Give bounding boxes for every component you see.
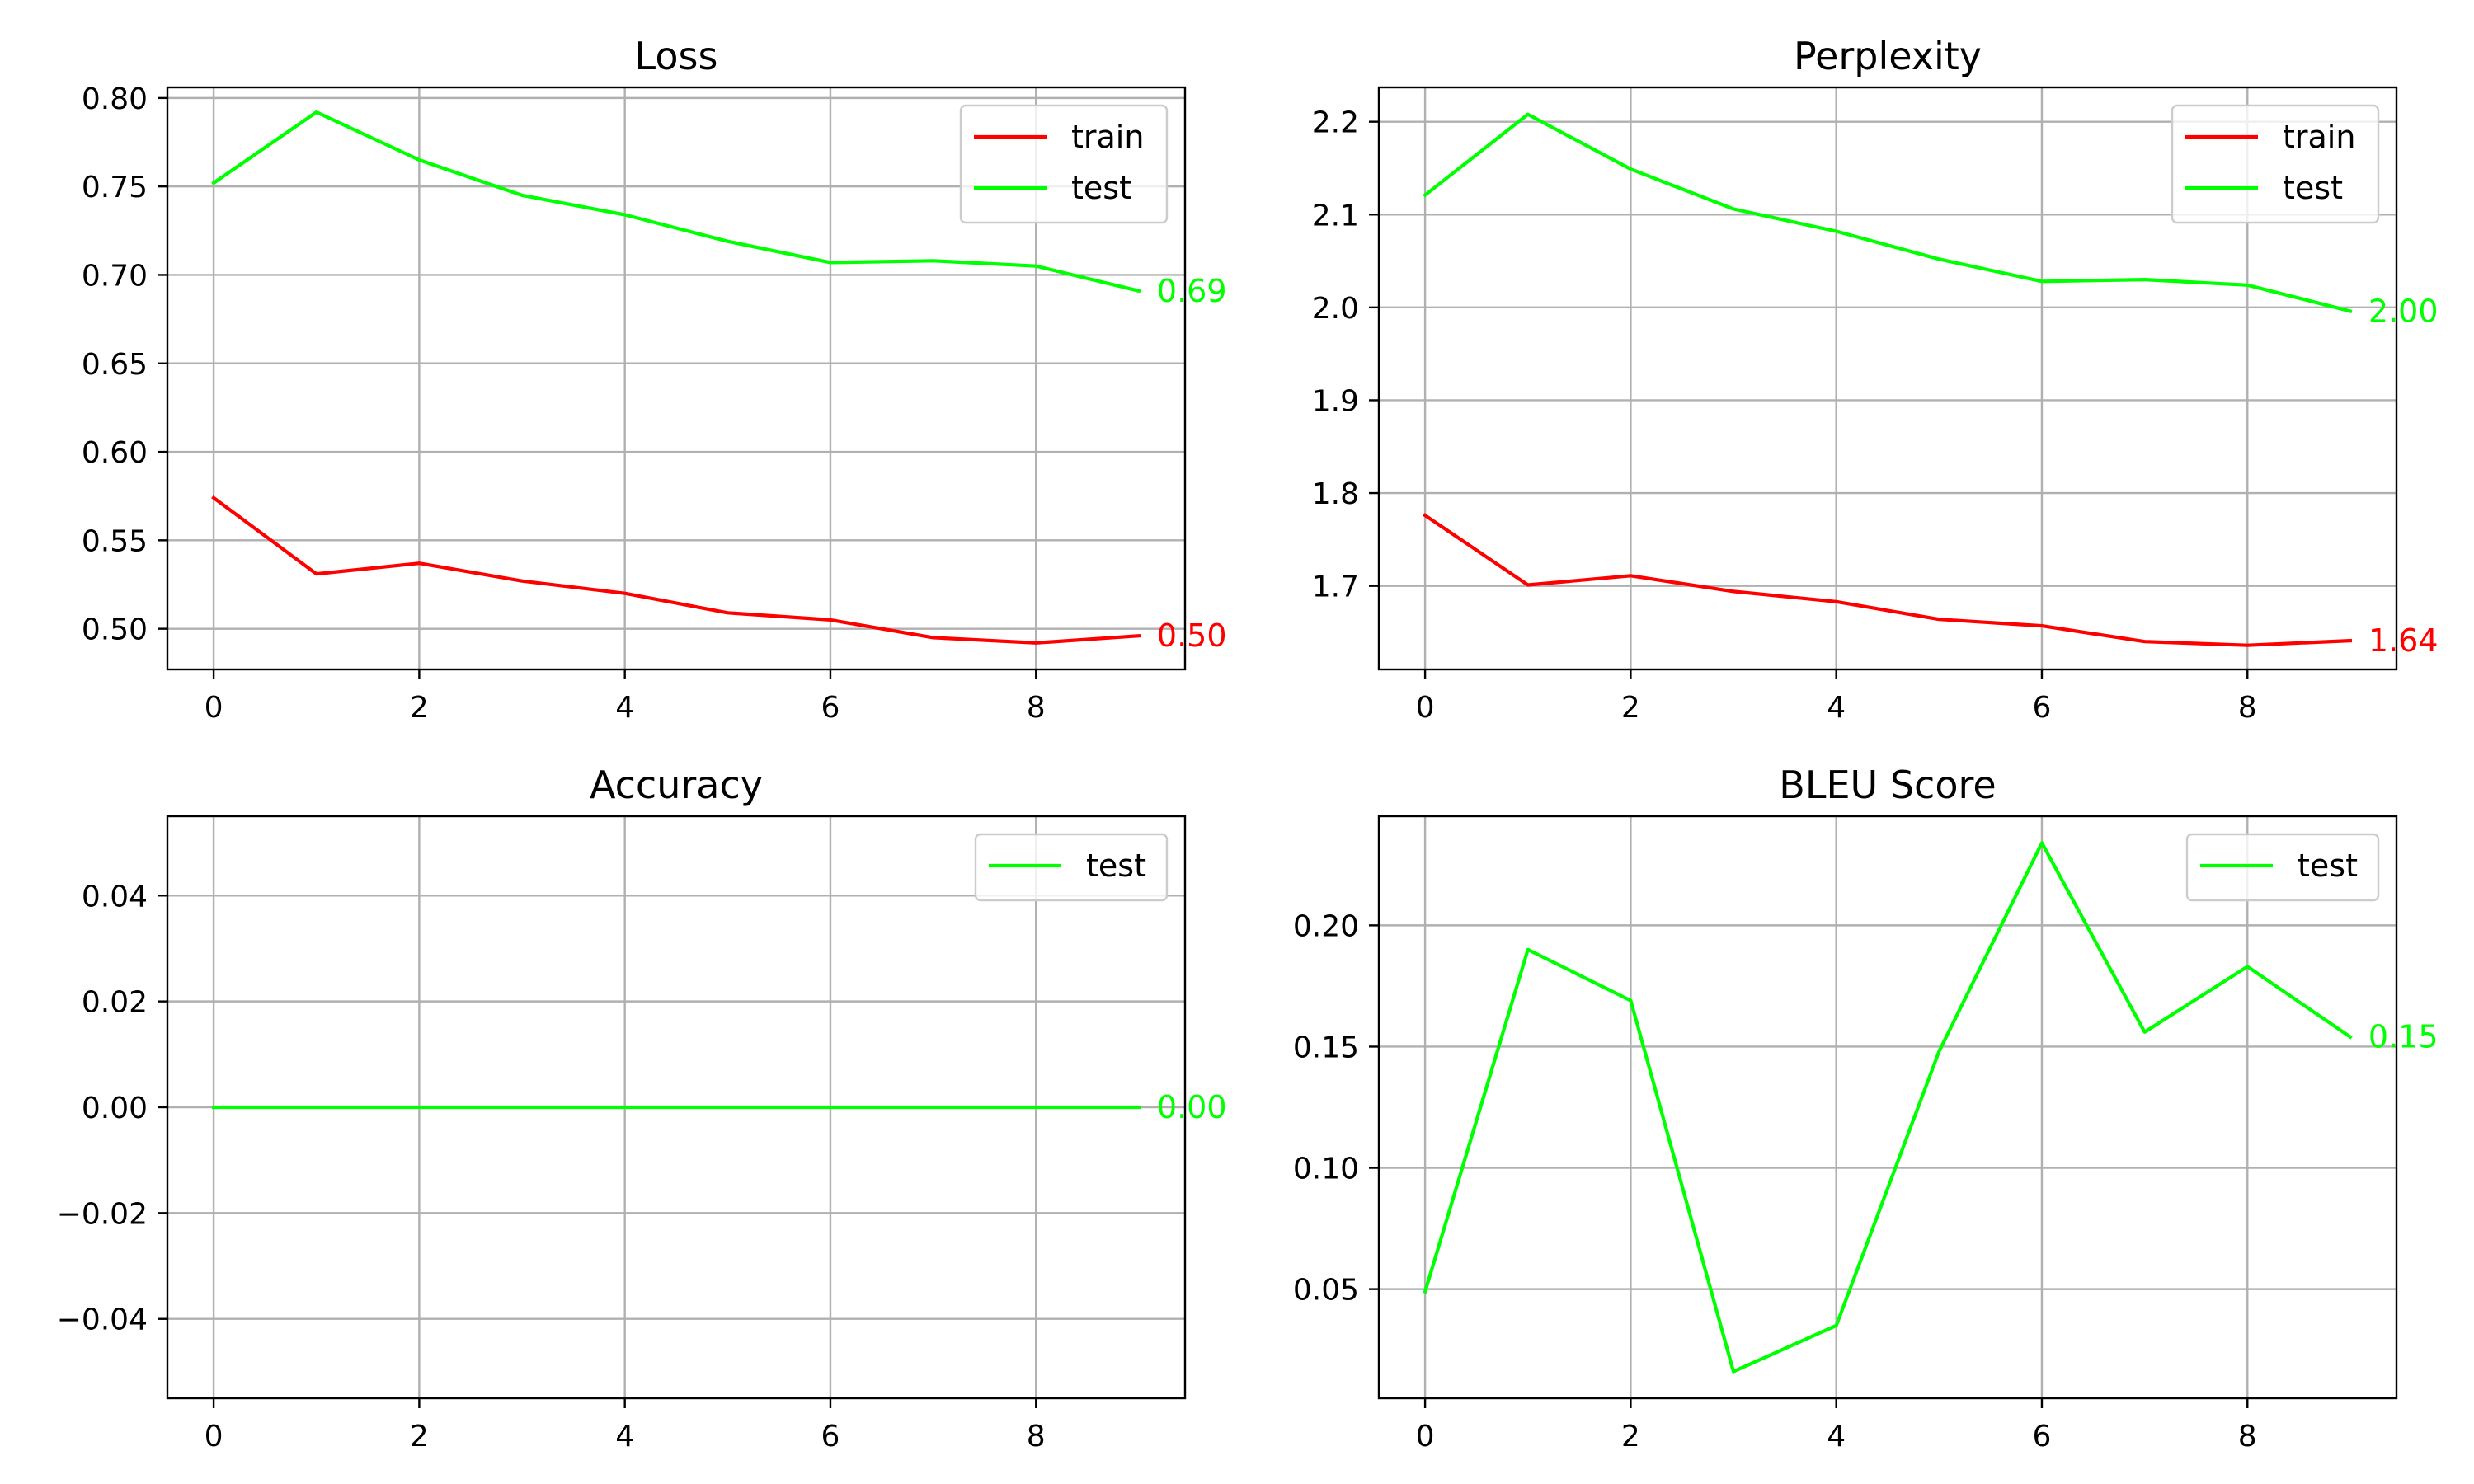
bleu-y-tick-label: 0.05 bbox=[1293, 1274, 1359, 1308]
loss-y-tick-label: 0.50 bbox=[82, 613, 148, 647]
bleu-y-tick-label: 0.20 bbox=[1293, 909, 1359, 943]
bleu-y-tick-label: 0.15 bbox=[1293, 1031, 1359, 1064]
perplexity-legend: train test bbox=[2171, 104, 2380, 224]
accuracy-x-tick-label: 8 bbox=[1027, 1420, 1046, 1453]
bleu-x-tick-label: 8 bbox=[2238, 1420, 2257, 1453]
accuracy-x-tick-label: 2 bbox=[410, 1420, 429, 1453]
perplexity-title: Perplexity bbox=[1794, 34, 1982, 78]
bleu-title: BLEU Score bbox=[1779, 763, 1996, 807]
perplexity-y-tick-label: 1.9 bbox=[1312, 384, 1359, 418]
perplexity-train-line bbox=[1423, 513, 2353, 647]
bleu-legend: test bbox=[2185, 833, 2380, 902]
loss-legend: train test bbox=[959, 104, 1169, 224]
perplexity-train-end-label: 1.64 bbox=[2368, 622, 2439, 659]
loss-y-tick-label: 0.55 bbox=[82, 524, 148, 558]
accuracy-panel: Accuracy 0 2 4 6 8 −0.04 −0.02 0.00 0.02 0.04 0.00 t… bbox=[57, 763, 1227, 1453]
loss-y-tick-label: 0.80 bbox=[82, 82, 148, 116]
loss-x-tick-label: 0 bbox=[205, 691, 223, 725]
perplexity-y-tick-label: 1.8 bbox=[1312, 477, 1359, 511]
loss-legend-box bbox=[959, 104, 1169, 224]
perplexity-x-tick-label: 8 bbox=[2238, 691, 2257, 725]
accuracy-y-tick-label: 0.04 bbox=[82, 880, 148, 913]
bleu-x-tick-label: 6 bbox=[2033, 1420, 2052, 1453]
loss-x-tick-label: 8 bbox=[1027, 691, 1046, 725]
bleu-y-tick-label: 0.10 bbox=[1293, 1153, 1359, 1186]
accuracy-legend-box bbox=[974, 833, 1169, 902]
perplexity-test-line bbox=[1423, 112, 2353, 313]
loss-x-tick-label: 2 bbox=[410, 691, 429, 725]
accuracy-axes-frame bbox=[166, 815, 1187, 1400]
bleu-test-end-label: 0.15 bbox=[2368, 1019, 2439, 1055]
accuracy-legend-label-test: test bbox=[1086, 848, 1146, 884]
loss-y-tick-label: 0.70 bbox=[82, 259, 148, 293]
perplexity-test-end-label: 2.00 bbox=[2368, 293, 2439, 329]
accuracy-y-tick-label: −0.02 bbox=[57, 1197, 148, 1231]
bleu-test-line bbox=[1423, 841, 2353, 1374]
loss-x-tick-label: 4 bbox=[615, 691, 634, 725]
accuracy-y-tick-label: 0.02 bbox=[82, 986, 148, 1020]
perplexity-legend-label-train: train bbox=[2283, 119, 2355, 155]
accuracy-title: Accuracy bbox=[590, 763, 763, 807]
accuracy-y-tick-label: 0.00 bbox=[82, 1092, 148, 1125]
bleu-panel: BLEU Score 0 2 4 6 8 0.05 0.10 0.15 0.20 0.15 test bbox=[1293, 763, 2439, 1453]
loss-legend-label-train: train bbox=[1071, 119, 1144, 155]
perplexity-y-tick-label: 1.7 bbox=[1312, 571, 1359, 604]
loss-legend-label-test: test bbox=[1071, 170, 1131, 206]
loss-x-tick-label: 6 bbox=[821, 691, 840, 725]
bleu-x-tick-label: 4 bbox=[1827, 1420, 1846, 1453]
accuracy-test-end-label: 0.00 bbox=[1157, 1089, 1227, 1125]
perplexity-legend-label-test: test bbox=[2283, 170, 2343, 206]
accuracy-legend: test bbox=[974, 833, 1169, 902]
bleu-legend-box bbox=[2185, 833, 2380, 902]
perplexity-y-tick-label: 2.0 bbox=[1312, 292, 1359, 326]
accuracy-x-tick-label: 6 bbox=[821, 1420, 840, 1453]
perplexity-axes-frame bbox=[1377, 86, 2398, 671]
perplexity-x-tick-label: 6 bbox=[2033, 691, 2052, 725]
accuracy-y-tick-label: −0.04 bbox=[57, 1303, 148, 1337]
perplexity-x-tick-label: 0 bbox=[1416, 691, 1435, 725]
perplexity-y-tick-label: 2.1 bbox=[1312, 199, 1359, 232]
perplexity-panel: Perplexity 0 2 4 6 8 1.7 1.8 1.9 2.0 2.1 2.2 1.64 2.0… bbox=[1312, 34, 2439, 725]
bleu-x-tick-label: 2 bbox=[1621, 1420, 1640, 1453]
loss-title: Loss bbox=[635, 34, 718, 78]
loss-axes-frame bbox=[166, 86, 1187, 671]
accuracy-x-tick-label: 4 bbox=[615, 1420, 634, 1453]
loss-test-line bbox=[211, 110, 1141, 294]
bleu-x-tick-label: 0 bbox=[1416, 1420, 1435, 1453]
loss-train-line bbox=[211, 495, 1141, 645]
bleu-legend-label-test: test bbox=[2298, 848, 2358, 884]
perplexity-x-tick-label: 4 bbox=[1827, 691, 1846, 725]
loss-panel: Loss 0 2 4 6 8 0.50 0.55 0.60 0.65 0.70 0.75 0.80 0.5… bbox=[82, 34, 1227, 725]
loss-train-end-label: 0.50 bbox=[1157, 618, 1227, 654]
loss-y-tick-label: 0.60 bbox=[82, 436, 148, 470]
loss-test-end-label: 0.69 bbox=[1157, 273, 1227, 309]
bleu-axes-frame bbox=[1377, 815, 2398, 1400]
loss-y-tick-label: 0.75 bbox=[82, 171, 148, 204]
perplexity-y-tick-label: 2.2 bbox=[1312, 106, 1359, 140]
loss-y-tick-label: 0.65 bbox=[82, 348, 148, 382]
perplexity-x-tick-label: 2 bbox=[1621, 691, 1640, 725]
accuracy-x-tick-label: 0 bbox=[205, 1420, 223, 1453]
perplexity-legend-box bbox=[2171, 104, 2380, 224]
